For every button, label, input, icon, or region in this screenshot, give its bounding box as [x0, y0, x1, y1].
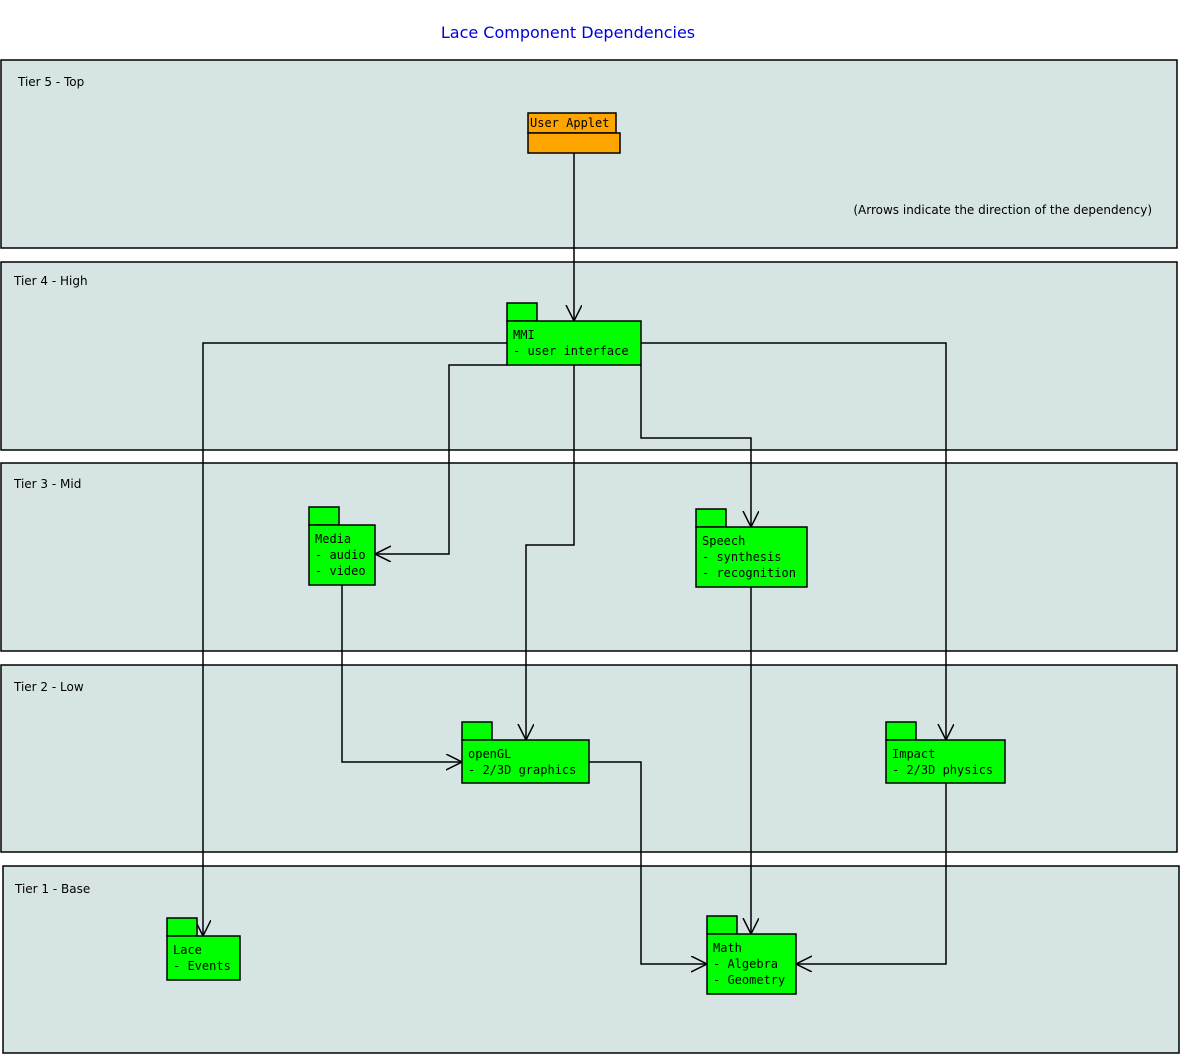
node-label: - user interface	[513, 344, 629, 358]
tier-label: Tier 4 - High	[13, 274, 88, 288]
node: MMI - user interface	[506, 302, 642, 366]
node-label: Impact	[892, 747, 935, 761]
node: Speech - synthesis - recognition	[695, 508, 808, 588]
node: User Applet	[527, 112, 621, 154]
title: Lace Component Dependencies	[441, 23, 695, 42]
node: Impact - 2/3D physics	[885, 721, 1006, 784]
tier-label: Tier 1 - Base	[14, 882, 90, 896]
tier	[0, 59, 1178, 249]
edge	[375, 364, 507, 554]
tier-label: Tier 3 - Mid	[13, 477, 81, 491]
node-label: - synthesis	[702, 550, 781, 564]
tier-label: Tier 5 - Top	[17, 75, 84, 89]
node-label: MMI	[513, 328, 535, 342]
tier	[0, 462, 1178, 652]
node: openGL - 2/3D graphics	[461, 721, 590, 784]
node-label: Speech	[702, 534, 745, 548]
node-label: - Algebra	[713, 957, 778, 971]
node-label: Math	[713, 941, 742, 955]
node-label: User Applet	[530, 116, 609, 130]
edge	[203, 342, 507, 936]
node-label: - 2/3D physics	[892, 763, 993, 777]
tier-label: Tier 2 - Low	[13, 680, 84, 694]
node-label: - recognition	[702, 566, 796, 580]
node-label: - audio	[315, 548, 366, 562]
node-label: - 2/3D graphics	[468, 763, 576, 777]
edges	[203, 153, 946, 964]
node-label: Media	[315, 532, 351, 546]
node-label: - video	[315, 564, 366, 578]
node-label: - Events	[173, 959, 231, 973]
edge	[640, 365, 751, 527]
edge	[589, 761, 707, 964]
edge	[796, 783, 947, 964]
node-label: - Geometry	[713, 973, 785, 987]
edge	[341, 585, 462, 762]
node-label: openGL	[468, 747, 511, 761]
node: Math - Algebra - Geometry	[706, 915, 797, 995]
edge	[641, 342, 946, 740]
node-label: Lace	[173, 943, 202, 957]
note: (Arrows indicate the direction of the de…	[853, 203, 1152, 217]
node: Media - audio - video	[308, 506, 376, 586]
edge	[526, 365, 575, 740]
node: Lace - Events	[166, 917, 241, 981]
